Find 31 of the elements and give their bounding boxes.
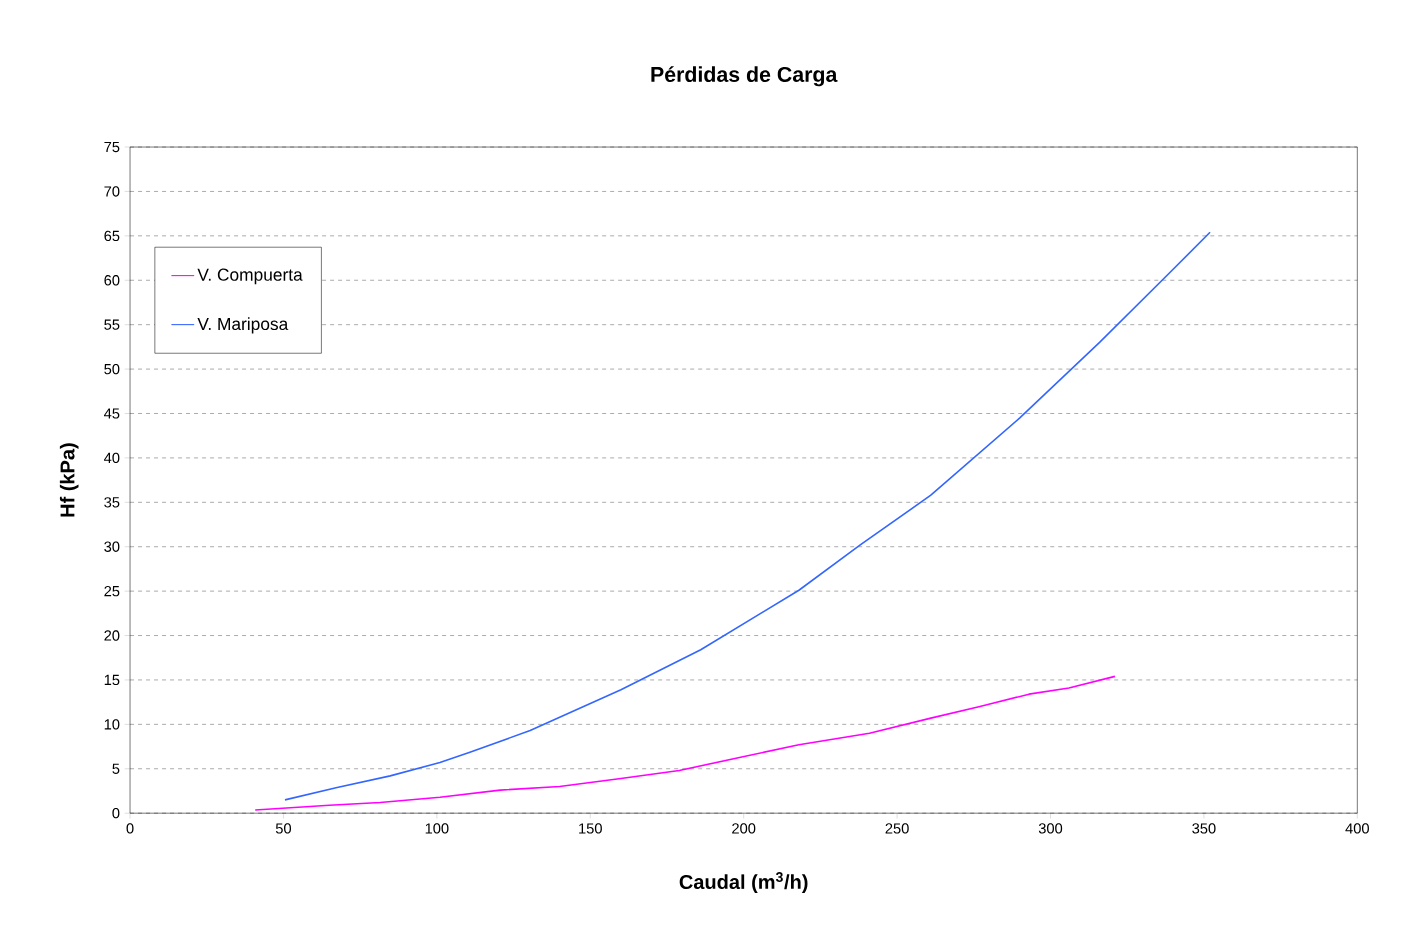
y-tick-label: 15 <box>104 674 120 685</box>
legend-label: V. Compuerta <box>197 268 303 285</box>
y-tick-label: 5 <box>112 763 120 774</box>
x-tick-label: 150 <box>579 823 602 834</box>
x-tick-label: 0 <box>126 823 134 834</box>
y-tick-label: 45 <box>104 408 120 419</box>
x-tick-label: 300 <box>1038 823 1063 834</box>
y-tick-label: 60 <box>104 274 120 286</box>
y-tick-label: 25 <box>104 585 120 597</box>
x-tick-label: 400 <box>1345 823 1369 834</box>
y-tick-label: 70 <box>104 186 120 197</box>
y-tick-label: 35 <box>104 497 120 508</box>
y-tick-label: 50 <box>104 363 120 375</box>
y-tick-label: 10 <box>104 719 120 730</box>
legend-label: V. Mariposa <box>197 317 289 334</box>
x-axis-title: Caudal (m$^{3}$/h) <box>679 872 808 893</box>
x-tick-label: 350 <box>1192 823 1216 834</box>
x-tick-label: 100 <box>425 823 449 834</box>
y-tick-label: 65 <box>104 230 120 241</box>
chart-title: Pérdidas de Carga <box>651 66 838 87</box>
x-tick-label: 250 <box>885 823 909 834</box>
x-tick-label: 50 <box>275 823 292 834</box>
y-tick-label: 55 <box>104 319 120 330</box>
y-axis-title: Hf (kPa) <box>59 443 79 517</box>
line-series <box>254 675 1116 811</box>
y-tick-label: 40 <box>104 452 120 463</box>
x-tick-label: 200 <box>732 823 756 834</box>
y-tick-label: 20 <box>104 630 120 641</box>
y-tick-label: 0 <box>112 807 120 819</box>
y-tick-label: 75 <box>104 141 120 153</box>
y-tick-label: 30 <box>104 541 120 552</box>
